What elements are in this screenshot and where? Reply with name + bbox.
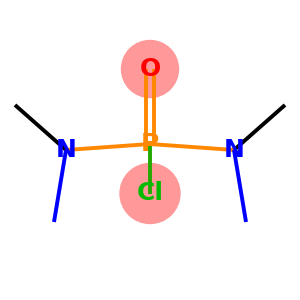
Circle shape — [122, 40, 178, 98]
Text: O: O — [140, 57, 160, 81]
Circle shape — [120, 164, 180, 224]
Text: N: N — [224, 138, 244, 162]
Text: N: N — [56, 138, 76, 162]
Text: P: P — [141, 132, 159, 156]
Text: Cl: Cl — [136, 182, 164, 206]
